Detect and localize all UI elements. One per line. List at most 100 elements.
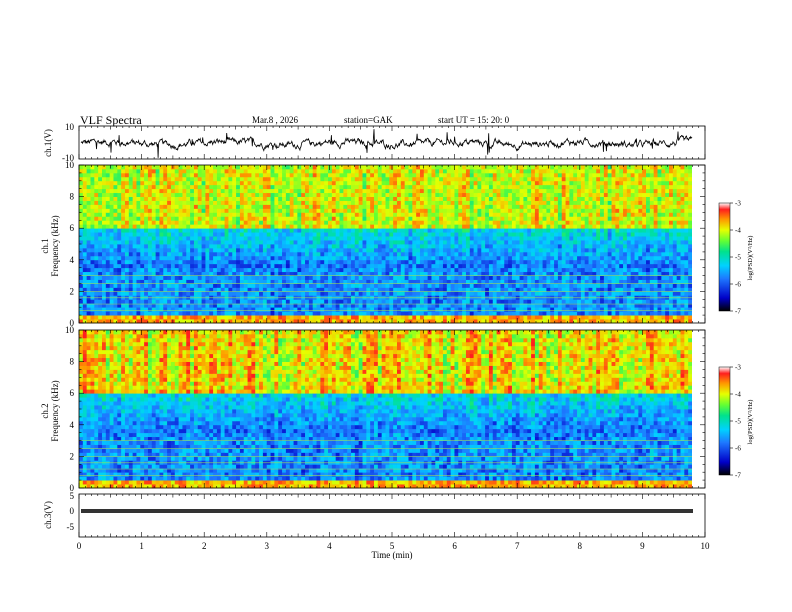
spectrogram-cell (232, 291, 237, 296)
spectrogram-cell (515, 192, 520, 197)
spectrogram-cell (446, 299, 452, 304)
spectrogram-cell (473, 275, 478, 280)
spectrogram-cell (358, 240, 363, 245)
spectrogram-cell (274, 180, 279, 186)
spectrogram-cell (297, 303, 302, 308)
spectrogram-cell (193, 184, 199, 190)
spectrogram-cell (362, 176, 367, 182)
spectrogram-cell (412, 184, 417, 190)
spectrogram-cell (534, 287, 540, 292)
spectrogram-cell (121, 168, 126, 174)
spectrogram-cell (515, 255, 520, 261)
spectrogram-cell (554, 232, 559, 237)
spectrogram-cell (285, 307, 291, 312)
spectrogram-cell (523, 212, 528, 217)
spectrogram-cell (285, 196, 291, 201)
spectrogram-cell (531, 303, 536, 308)
spectrogram-cell (297, 165, 302, 170)
spectrogram-cell (262, 240, 268, 245)
spectrogram-cell (477, 263, 482, 269)
spectrogram-cell (419, 216, 425, 221)
spectrogram-cell (316, 307, 321, 312)
header-station: station=GAK (344, 115, 393, 125)
spectrogram-cell (178, 224, 183, 229)
spectrogram-cell (213, 255, 218, 261)
spectrogram-cell (113, 287, 118, 292)
spectrogram-cell (504, 251, 509, 257)
spectrogram-cell (427, 283, 432, 288)
spectrogram-cell (396, 287, 402, 292)
spectrogram-cell (305, 303, 310, 308)
spectrogram-cell (144, 196, 149, 201)
spectrogram-cell (262, 192, 268, 197)
spectrogram-cell (377, 247, 383, 253)
spectrogram-cell (523, 176, 528, 182)
spectrogram-cell (416, 168, 421, 174)
spectrogram-cell (511, 184, 517, 190)
spectrogram-cell (492, 188, 497, 194)
spectrogram-cell (124, 188, 130, 194)
spectrogram-cell (147, 259, 153, 265)
spectrogram-cell (98, 251, 103, 257)
spectrogram-cell (500, 263, 505, 269)
spectrogram-cell (331, 180, 337, 186)
spectrogram-cell (354, 255, 360, 261)
spectrogram-cell (546, 196, 551, 201)
spectrogram-cell (416, 165, 421, 170)
spectrogram-cell (301, 188, 306, 194)
spectrogram-cell (266, 184, 271, 190)
spectrogram-cell (109, 168, 114, 174)
spectrogram-cell (224, 255, 229, 261)
spectrogram-cell (232, 172, 237, 178)
spectrogram-cell (209, 208, 214, 213)
spectrogram-cell (90, 240, 95, 245)
spectrogram-cell (431, 303, 436, 308)
spectrogram-cell (534, 168, 540, 174)
spectrogram-cell (462, 168, 467, 174)
spectrogram-cell (182, 228, 187, 233)
spectrogram-cell (462, 283, 467, 288)
spectrogram-cell (205, 220, 210, 225)
spectrogram-cell (431, 283, 436, 288)
spectrogram-cell (538, 172, 543, 178)
spectrogram-cell (485, 244, 490, 249)
spectrogram-cell (450, 251, 455, 257)
spectrogram-cell (431, 204, 436, 209)
spectrogram-cell (347, 188, 352, 194)
spectrogram-cell (492, 172, 497, 178)
spectrogram-cell (542, 315, 547, 320)
spectrogram-cell (339, 236, 344, 241)
spectrogram-cell (519, 247, 524, 253)
spectrogram-cell (117, 283, 122, 288)
spectrogram-cell (182, 176, 187, 182)
spectrogram-cell (442, 208, 448, 213)
spectrogram-cell (224, 200, 229, 205)
spectrogram-cell (105, 168, 111, 174)
spectrogram-cell (542, 200, 547, 205)
spectrogram-cell (454, 287, 459, 292)
spectrogram-cell (339, 311, 344, 316)
spectrogram-cell (255, 220, 260, 225)
spectrogram-cell (515, 307, 520, 312)
spectrogram-cell (477, 200, 482, 205)
spectrogram-cell (167, 236, 172, 241)
spectrogram-cell (511, 267, 517, 273)
spectrogram-cell (262, 247, 268, 253)
spectrogram-cell (82, 267, 88, 273)
spectrogram-cell (174, 184, 180, 190)
spectrogram-cell (419, 244, 425, 249)
spectrogram-cell (534, 299, 540, 304)
spectrogram-cell (320, 275, 325, 280)
spectrogram-cell (155, 259, 160, 265)
spectrogram-cell (174, 255, 180, 261)
spectrogram-cell (381, 184, 386, 190)
spectrogram-cell (550, 212, 555, 217)
spectrogram-cell (377, 212, 383, 217)
spectrogram-cell (366, 307, 371, 312)
spectrogram-cell (193, 263, 199, 269)
spectrogram-cell (435, 251, 440, 257)
spectrogram-cell (113, 275, 118, 280)
spectrogram-cell (404, 263, 409, 269)
spectrogram-cell (462, 315, 467, 320)
spectrogram-cell (140, 263, 145, 269)
